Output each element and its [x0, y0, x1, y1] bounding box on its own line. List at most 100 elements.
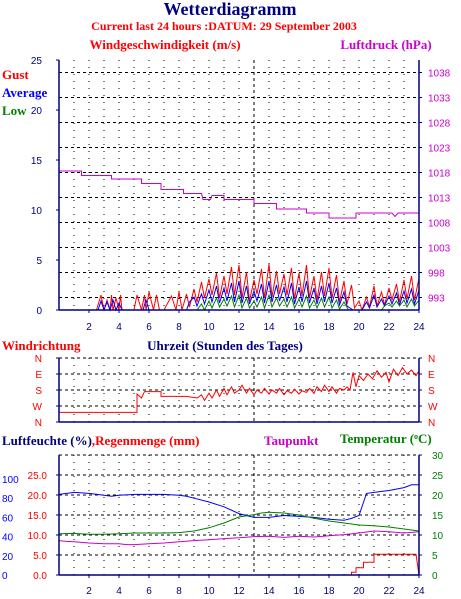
- humidity-xtick-label-24: 24: [413, 586, 425, 597]
- wind-xtick-label-8: 8: [176, 322, 182, 333]
- humidity-xtick-label-2: 2: [86, 586, 92, 597]
- direction-label-left-4: N: [35, 354, 42, 365]
- humidity-title: Luftfeuchte (%): [2, 433, 92, 448]
- direction-label-left-0: N: [35, 418, 42, 429]
- humidity-xtick-label-8: 8: [176, 586, 182, 597]
- humidity-ytick-label-100: 100: [2, 475, 19, 486]
- direction-axes: N NW WS SE EN N: [33, 354, 438, 429]
- legend-gust: Gust: [2, 67, 29, 82]
- humidity-ytick-label-60: 60: [2, 513, 14, 524]
- wind-series: [59, 170, 420, 312]
- pressure-ytick-label-993: 993: [428, 294, 445, 305]
- wind-axes: 0510152025993998100310081013101810231028…: [31, 56, 451, 333]
- pressure-ytick-label-1023: 1023: [428, 144, 451, 155]
- humidity-series-temperatur: [58, 511, 420, 535]
- legend-low: Low: [2, 103, 27, 118]
- wind-series-luftdruck: [59, 170, 419, 219]
- wind-ytick-label-15: 15: [31, 156, 43, 167]
- humidity-grid: [59, 454, 419, 576]
- wind-xtick-label-14: 14: [263, 322, 275, 333]
- chart-subtitle: Current last 24 hours :DATUM: 29 Septemb…: [91, 19, 357, 33]
- wind-ytick-label-10: 10: [31, 206, 43, 217]
- humidity-xtick-label-6: 6: [146, 586, 152, 597]
- wind-title: Windgeschwindigkeit (m/s): [89, 37, 240, 52]
- rain-ytick-label-3: 15.0: [28, 511, 48, 522]
- direction-title: Windrichtung: [2, 338, 81, 353]
- temp-ytick-label-20: 20: [432, 491, 444, 502]
- temperature-title: Temperatur (oC): [340, 431, 432, 446]
- humidity-rain-title: Luftfeuchte (%),Regenmenge (mm): [2, 433, 199, 448]
- wind-ytick-label-20: 20: [31, 106, 43, 117]
- humidity-panel: Luftfeuchte (%),Regenmenge (mm) Taupunkt…: [2, 431, 444, 597]
- humidity-series: [58, 484, 420, 576]
- wind-series-gust: [59, 263, 420, 312]
- pressure-ytick-label-1018: 1018: [428, 169, 451, 180]
- wind-xtick-label-20: 20: [353, 322, 365, 333]
- pressure-ytick-label-1008: 1008: [428, 219, 451, 230]
- humidity-xtick-label-22: 22: [383, 586, 395, 597]
- temp-ytick-label-0: 0: [432, 571, 438, 582]
- rain-ytick-label-5: 25.0: [28, 471, 48, 482]
- temperature-title-unit: C): [418, 431, 432, 446]
- wind-xtick-label-2: 2: [86, 322, 92, 333]
- temperature-title-text: Temperatur (: [340, 431, 414, 446]
- wind-xtick-label-18: 18: [323, 322, 335, 333]
- direction-label-right-0: N: [428, 418, 435, 429]
- wind-xtick-label-12: 12: [233, 322, 245, 333]
- humidity-axes: 0 20 40 60 80 100 0.0 5.0 10.0 15.0 20.0 25.0 0 5 10 15…: [2, 451, 444, 597]
- wind-xtick-label-4: 4: [116, 322, 122, 333]
- humidity-xtick-label-20: 20: [353, 586, 365, 597]
- direction-series-line: [59, 366, 420, 413]
- humidity-ytick-label-40: 40: [2, 533, 14, 544]
- humidity-series-taupunkt: [58, 530, 420, 546]
- wind-xtick-label-16: 16: [293, 322, 305, 333]
- temp-ytick-label-15: 15: [432, 511, 444, 522]
- humidity-series-regenmenge: [59, 553, 420, 576]
- rain-title: Regenmenge (mm): [95, 433, 199, 448]
- wind-panel: Windgeschwindigkeit (m/s) Luftdruck (hPa…: [2, 37, 451, 333]
- rain-ytick-label-2: 10.0: [28, 531, 48, 542]
- humidity-ytick-label-20: 20: [2, 552, 14, 563]
- temp-ytick-label-5: 5: [432, 551, 438, 562]
- pressure-ytick-label-998: 998: [428, 269, 445, 280]
- pressure-ytick-label-1033: 1033: [428, 94, 451, 105]
- degree-sign: o: [414, 432, 418, 441]
- time-axis-title: Uhrzeit (Stunden des Tages): [147, 338, 303, 353]
- direction-label-left-1: W: [33, 402, 43, 413]
- direction-panel: Windrichtung Uhrzeit (Stunden des Tages)…: [2, 338, 438, 429]
- humidity-xtick-label-10: 10: [203, 586, 215, 597]
- humidity-xtick-label-14: 14: [263, 586, 275, 597]
- humidity-xtick-label-12: 12: [233, 586, 245, 597]
- humidity-xtick-label-16: 16: [293, 586, 305, 597]
- direction-label-right-1: W: [428, 402, 438, 413]
- temp-ytick-label-10: 10: [432, 531, 444, 542]
- pressure-ytick-label-1003: 1003: [428, 244, 451, 255]
- pressure-title: Luftdruck (hPa): [340, 37, 431, 52]
- legend-average: Average: [2, 85, 47, 100]
- wind-xtick-label-22: 22: [383, 322, 395, 333]
- direction-label-right-4: N: [428, 354, 435, 365]
- humidity-xtick-label-4: 4: [116, 586, 122, 597]
- wind-xtick-label-6: 6: [146, 322, 152, 333]
- pressure-ytick-label-1028: 1028: [428, 119, 451, 130]
- wind-grid: [59, 60, 419, 310]
- temp-ytick-label-30: 30: [432, 451, 444, 462]
- wind-xtick-label-24: 24: [413, 322, 425, 333]
- title-comma: ,: [92, 433, 95, 448]
- rain-ytick-label-4: 20.0: [28, 491, 48, 502]
- humidity-series-luftfeuchte: [58, 484, 419, 521]
- wind-xtick-label-10: 10: [203, 322, 215, 333]
- wind-ytick-label-25: 25: [31, 56, 43, 67]
- direction-label-right-3: E: [428, 370, 435, 381]
- humidity-xtick-label-18: 18: [323, 586, 335, 597]
- wind-ytick-label-5: 5: [36, 256, 42, 267]
- temp-ytick-label-25: 25: [432, 471, 444, 482]
- direction-label-right-2: S: [428, 386, 435, 397]
- dewpoint-title: Taupunkt: [264, 433, 319, 448]
- pressure-ytick-label-1013: 1013: [428, 194, 451, 205]
- rain-ytick-label-0: 0.0: [33, 571, 47, 582]
- humidity-ytick-label-80: 80: [2, 494, 14, 505]
- wind-series-low: [59, 293, 420, 312]
- humidity-ytick-label-0: 0: [2, 571, 8, 582]
